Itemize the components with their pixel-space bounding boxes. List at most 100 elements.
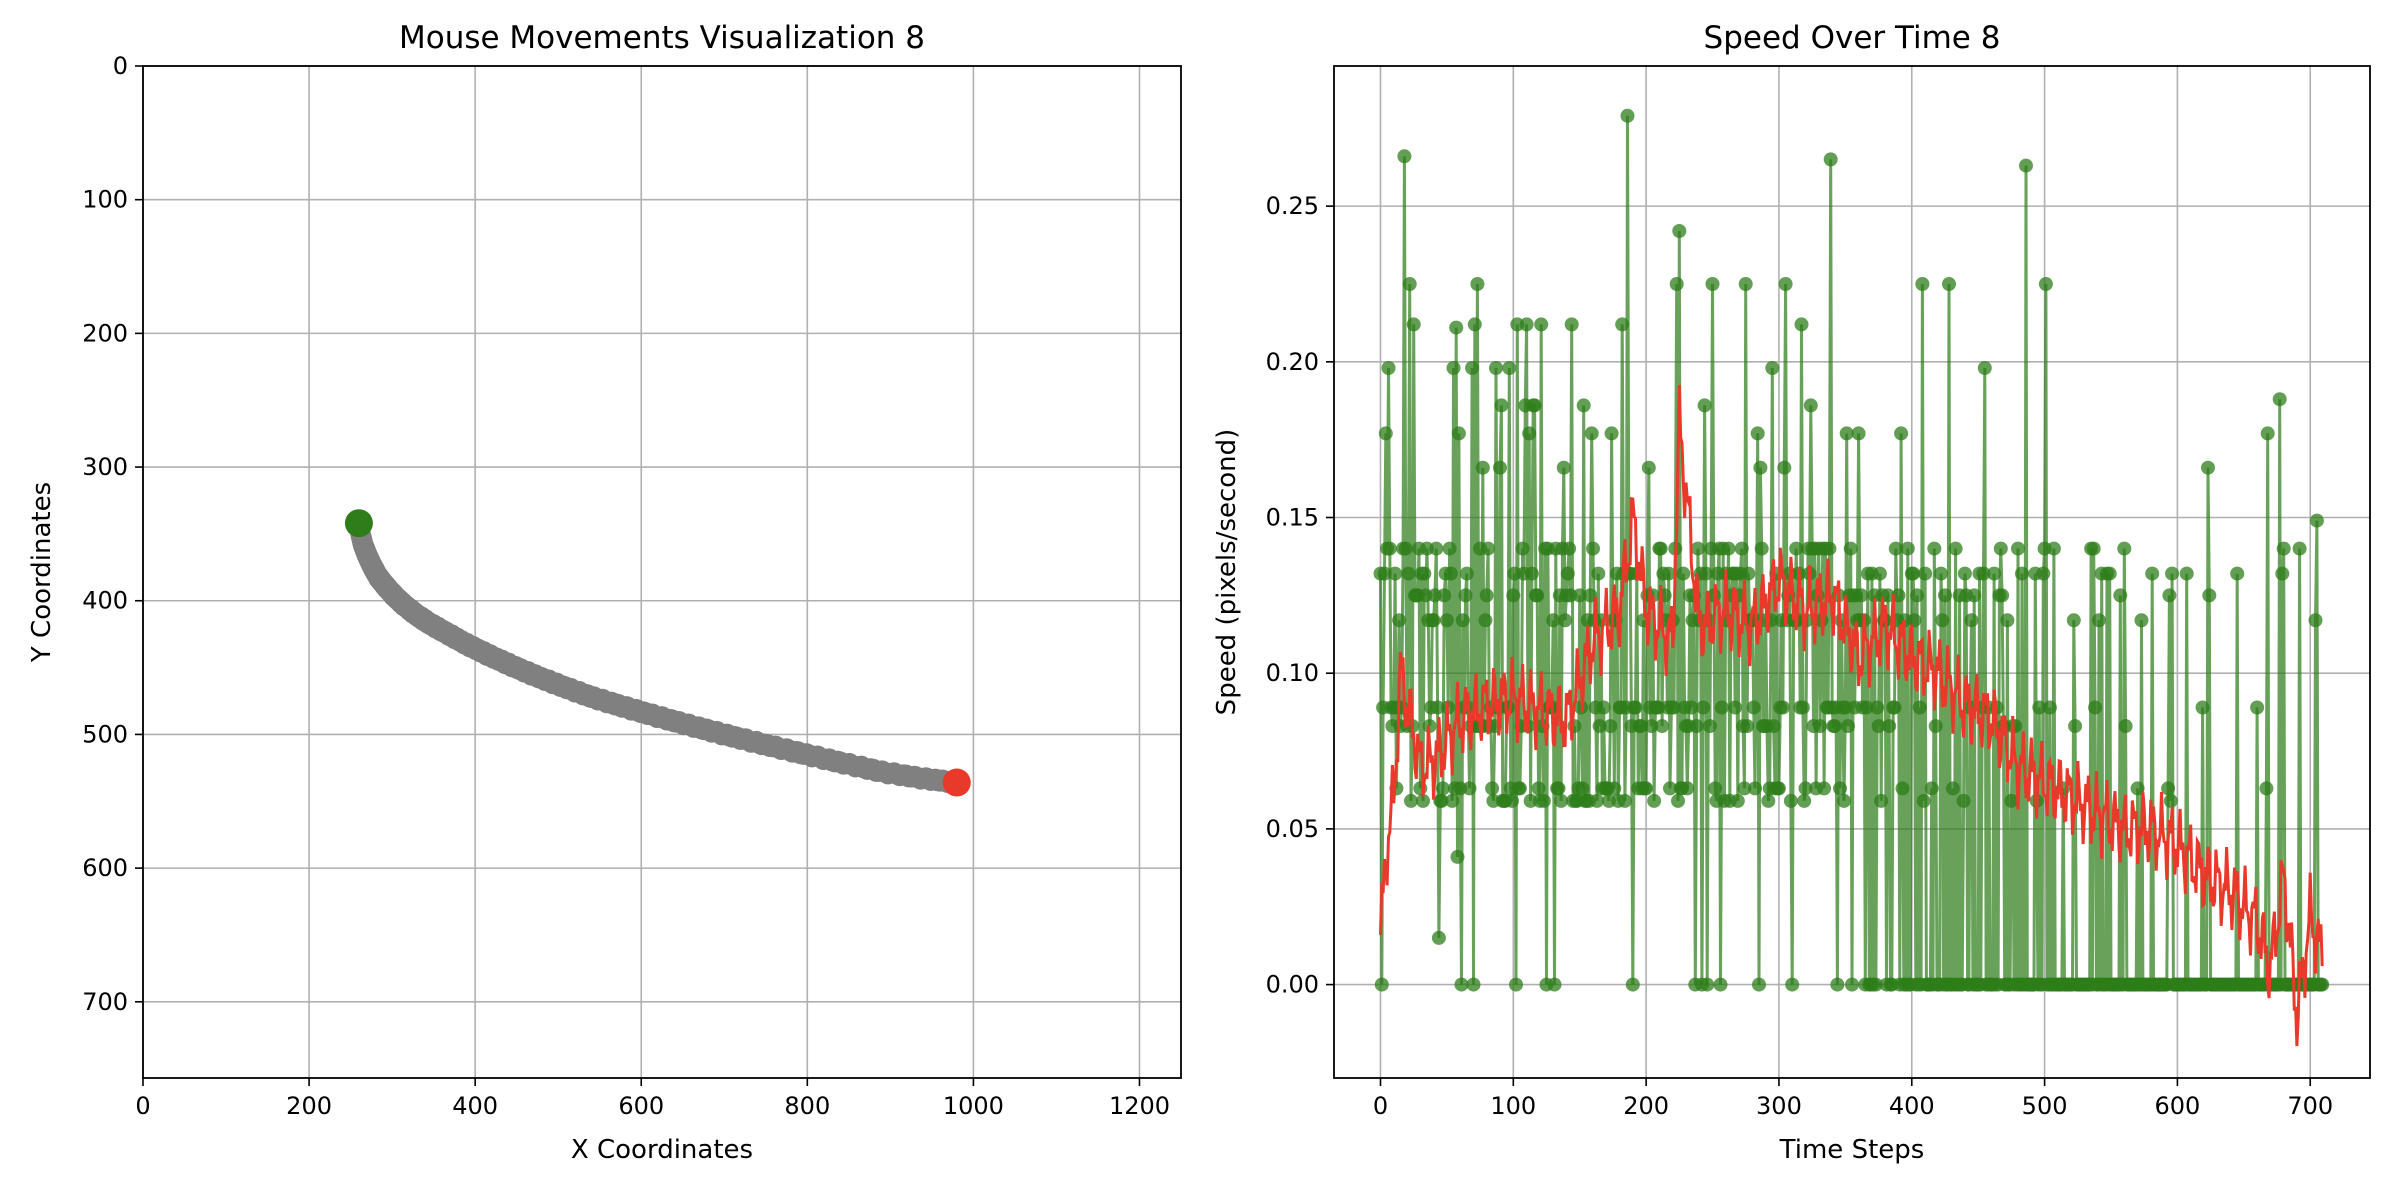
raw-speed-point (2134, 613, 2149, 628)
raw-speed-point (1698, 566, 1713, 581)
raw-speed-point (1575, 781, 1590, 796)
raw-speed-point (1404, 793, 1418, 808)
raw-speed-point (1536, 793, 1551, 808)
raw-speed-point (1467, 317, 1482, 332)
raw-speed-point (1956, 793, 1971, 808)
right-x-tick-label: 400 (1889, 1092, 1935, 1120)
raw-speed-point (1859, 700, 1874, 715)
start-point-marker (344, 509, 373, 538)
raw-speed-point (1429, 541, 1444, 556)
raw-speed-point (1803, 398, 1818, 413)
raw-speed-point (1586, 541, 1600, 556)
raw-speed-point (1702, 719, 1717, 734)
raw-speed-point (1382, 541, 1397, 556)
raw-speed-point (2068, 719, 2083, 734)
raw-speed-point (2102, 566, 2117, 581)
raw-speed-point (1596, 700, 1611, 715)
raw-speed-point (1752, 977, 1766, 992)
raw-speed-point (2118, 719, 2133, 734)
left-y-tick-label: 100 (82, 186, 128, 214)
raw-speed-point (1948, 541, 1963, 556)
raw-speed-point (1942, 277, 1956, 291)
raw-speed-point (1684, 700, 1699, 715)
raw-speed-point (1746, 700, 1761, 715)
raw-speed-point (1437, 588, 1452, 603)
raw-speed-point (1987, 566, 2002, 581)
raw-speed-point (1868, 977, 1883, 992)
raw-speed-point (1378, 426, 1393, 441)
right-x-tick-label: 0 (1373, 1092, 1388, 1120)
raw-speed-point (1837, 793, 1851, 808)
raw-speed-point (1740, 719, 1755, 734)
raw-speed-point (2015, 566, 2029, 581)
raw-speed-point (1700, 977, 1715, 992)
right-y-tick-label: 0.15 (1266, 504, 1319, 532)
left-x-tick-label: 1200 (1109, 1092, 1170, 1120)
raw-speed-point (1843, 541, 1858, 556)
raw-speed-point (1882, 719, 1897, 734)
raw-speed-point (1777, 460, 1792, 475)
raw-speed-point (1672, 224, 1687, 238)
raw-speed-point (1547, 977, 1562, 992)
raw-speed-point (1554, 793, 1569, 808)
raw-speed-point (1633, 719, 1648, 734)
raw-speed-point (2008, 719, 2023, 734)
raw-speed-point (1489, 361, 1503, 375)
right-x-tick-label: 200 (1623, 1092, 1669, 1120)
left-y-tick-label: 700 (82, 988, 128, 1016)
raw-speed-point (1572, 588, 1587, 603)
raw-speed-point (1505, 793, 1519, 808)
right-y-tick-label: 0.25 (1266, 192, 1319, 220)
raw-speed-point (1562, 541, 1577, 556)
raw-speed-point (1475, 460, 1490, 475)
raw-speed-point (1434, 793, 1449, 808)
raw-speed-point (1785, 977, 1800, 992)
raw-speed-point (1915, 277, 1930, 291)
left-x-tick-label: 400 (452, 1092, 498, 1120)
raw-speed-point (1524, 566, 1539, 581)
raw-speed-point (1481, 541, 1496, 556)
raw-speed-point (1607, 781, 1622, 796)
raw-speed-point (1765, 361, 1780, 375)
raw-speed-point (1392, 613, 1407, 628)
raw-speed-point (1794, 317, 1809, 332)
raw-speed-point (2179, 566, 2194, 581)
raw-speed-point (1402, 277, 1417, 291)
raw-speed-point (1870, 700, 1885, 715)
raw-speed-point (1789, 541, 1804, 556)
raw-speed-point (2162, 588, 2177, 603)
raw-speed-point (1823, 152, 1838, 167)
raw-speed-point (1445, 793, 1460, 808)
left-y-tick-label: 0 (113, 52, 128, 80)
raw-speed-point (1615, 317, 1630, 332)
raw-speed-point (1690, 541, 1705, 556)
raw-speed-point (1494, 398, 1509, 413)
raw-speed-point (1753, 460, 1768, 475)
raw-speed-point (1830, 977, 1845, 992)
raw-speed-point (2019, 158, 2033, 173)
raw-speed-point (1775, 700, 1790, 715)
raw-speed-point (1778, 277, 1793, 291)
raw-speed-point (1669, 277, 1684, 291)
raw-speed-point (1872, 566, 1887, 581)
raw-speed-point (1964, 613, 1979, 628)
raw-speed-point (2117, 541, 2132, 556)
raw-speed-point (1661, 566, 1676, 581)
raw-speed-point (1845, 977, 1859, 992)
raw-speed-point (1891, 588, 1906, 603)
raw-speed-point (1584, 426, 1599, 441)
raw-speed-point (1827, 719, 1842, 734)
raw-speed-point (1455, 613, 1470, 628)
raw-speed-point (2201, 460, 2215, 475)
left-chart: Mouse Movements Visualization 8 0 200 400 6… (27, 20, 1182, 1165)
raw-speed-point (1663, 781, 1677, 796)
raw-speed-point (1591, 566, 1606, 581)
raw-speed-point (1822, 541, 1837, 556)
left-x-tick-label: 1000 (943, 1092, 1004, 1120)
raw-speed-point (2195, 700, 2210, 715)
raw-speed-point (1738, 277, 1753, 291)
raw-speed-point (2292, 541, 2307, 556)
raw-speed-point (1527, 398, 1542, 413)
left-y-tick-label: 600 (82, 854, 128, 882)
